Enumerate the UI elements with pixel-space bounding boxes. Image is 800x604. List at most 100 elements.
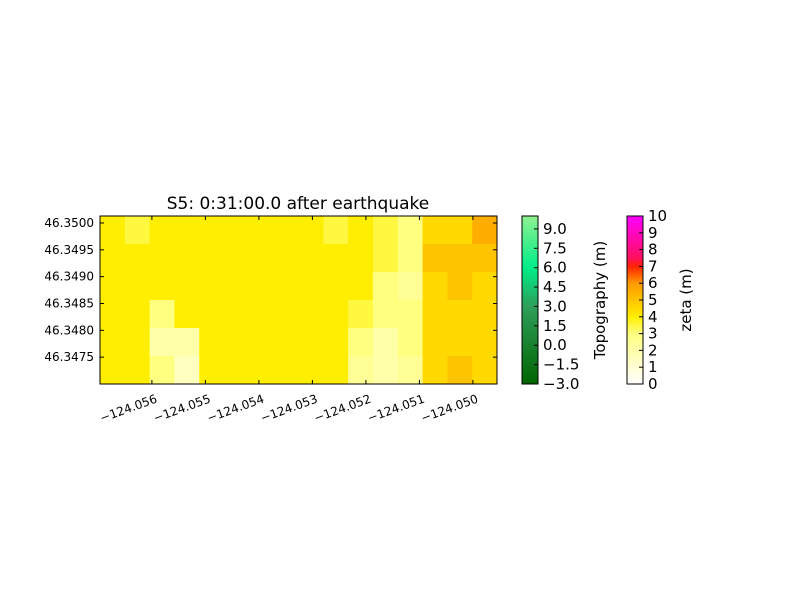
- heatmap-cell: [199, 328, 225, 357]
- colorbar-label: Topography (m): [591, 241, 609, 360]
- heatmap-cell: [372, 244, 399, 273]
- plot-frame: [99, 215, 498, 385]
- heatmap-cell: [248, 244, 275, 273]
- heatmap-cell: [348, 244, 374, 273]
- colorbar-tick-label: −3.0: [543, 375, 579, 393]
- heatmap-cell: [248, 216, 275, 245]
- colorbar-tick-label: 3: [648, 325, 658, 343]
- heatmap-cell: [422, 244, 448, 273]
- heatmap-cell: [224, 356, 250, 385]
- heatmap-cell: [422, 356, 448, 385]
- heatmap-cell: [422, 216, 448, 245]
- heatmap-cell: [100, 272, 126, 301]
- heatmap-cell: [224, 272, 250, 301]
- heatmap-cell: [397, 300, 424, 329]
- heatmap-cell: [298, 328, 324, 357]
- colorbar-tick-label: 0.0: [543, 336, 567, 354]
- heatmap-cell: [149, 356, 175, 385]
- colorbar: [521, 215, 539, 385]
- colorbar-label: zeta (m): [677, 268, 695, 331]
- colorbar-tick-label: 2: [648, 341, 658, 359]
- heatmap-cell: [224, 216, 250, 245]
- heatmap-cell: [323, 244, 349, 273]
- heatmap-cell: [174, 216, 200, 245]
- colorbar-tick-label: 10: [648, 207, 667, 225]
- heatmap-cell: [273, 272, 299, 301]
- heatmap-cell: [149, 328, 175, 357]
- colorbar-tick-label: 7.5: [543, 239, 567, 257]
- colorbar-tick-label: 7: [648, 257, 658, 275]
- colorbar-tick-label: 9.0: [543, 220, 567, 238]
- x-tick-label: −124.054: [205, 392, 266, 426]
- heatmap-cell: [348, 272, 374, 301]
- heatmap-cell: [397, 356, 424, 385]
- heatmap-cell: [124, 272, 151, 301]
- heatmap-cell: [372, 216, 399, 245]
- y-tick-label: 46.3490: [44, 270, 94, 284]
- heatmap-cell: [348, 356, 374, 385]
- heatmap-cell: [372, 328, 399, 357]
- heatmap-cell: [124, 216, 151, 245]
- heatmap-cell: [124, 328, 151, 357]
- heatmap-cell: [100, 328, 126, 357]
- y-tick-label: 46.3500: [44, 216, 94, 230]
- colorbar-tick-label: 1: [648, 358, 658, 376]
- heatmap-cell: [372, 356, 399, 385]
- heatmap-cell: [199, 216, 225, 245]
- heatmap-cell: [199, 356, 225, 385]
- heatmap-cell: [100, 244, 126, 273]
- heatmap-cell: [422, 272, 448, 301]
- colorbar-tick-label: 8: [648, 241, 658, 259]
- heatmap-cell: [447, 216, 473, 245]
- heatmap-cell: [100, 300, 126, 329]
- heatmap-cell: [248, 356, 275, 385]
- heatmap-cell: [372, 300, 399, 329]
- colorbar-tick-label: 1.5: [543, 317, 567, 335]
- heatmap-cell: [100, 356, 126, 385]
- heatmap-cell: [323, 300, 349, 329]
- colorbar-tick-label: −1.5: [543, 356, 579, 374]
- heatmap-cell: [124, 300, 151, 329]
- colorbar-tick-label: 0: [648, 375, 658, 393]
- x-tick-label: −124.053: [259, 392, 320, 426]
- heatmap-cell: [422, 328, 448, 357]
- heatmap-cell: [224, 328, 250, 357]
- heatmap-cell: [174, 356, 200, 385]
- chart-title: S5: 0:31:00.0 after earthquake: [167, 194, 430, 214]
- heatmap-cell: [124, 356, 151, 385]
- heatmap-cell: [472, 356, 498, 385]
- heatmap-cell: [397, 216, 424, 245]
- heatmap-cell: [273, 216, 299, 245]
- heatmap-cell: [149, 216, 175, 245]
- x-tick-label: −124.056: [98, 392, 159, 426]
- colorbar-tick-label: 5: [648, 291, 658, 309]
- heatmap-cell: [372, 272, 399, 301]
- heatmap-cell: [199, 244, 225, 273]
- heatmap-cell: [323, 356, 349, 385]
- heatmap-cell: [397, 328, 424, 357]
- heatmap-cell: [348, 216, 374, 245]
- heatmap-cell: [273, 244, 299, 273]
- heatmap-cell: [149, 300, 175, 329]
- heatmap-cell: [323, 328, 349, 357]
- heatmap-cell: [298, 244, 324, 273]
- heatmap-cell: [397, 244, 424, 273]
- heatmap-cell: [100, 216, 126, 245]
- y-tick-label: 46.3475: [44, 350, 94, 364]
- heatmap-cell: [397, 272, 424, 301]
- heatmap-cell: [199, 272, 225, 301]
- colorbar-tick-label: 6: [648, 274, 658, 292]
- colorbar-tick-label: 3.0: [543, 297, 567, 315]
- heatmap-cell: [472, 244, 498, 273]
- heatmap-cell: [472, 216, 498, 245]
- x-tick-label: −124.050: [419, 392, 480, 426]
- heatmap-cell: [174, 328, 200, 357]
- colorbar-tick-label: 6.0: [543, 259, 567, 277]
- heatmap-cell: [298, 356, 324, 385]
- x-tick-label: −124.052: [312, 392, 373, 426]
- heatmap-cell: [248, 328, 275, 357]
- heatmap-cell: [174, 272, 200, 301]
- heatmap-cell: [348, 300, 374, 329]
- heatmap-cell: [298, 300, 324, 329]
